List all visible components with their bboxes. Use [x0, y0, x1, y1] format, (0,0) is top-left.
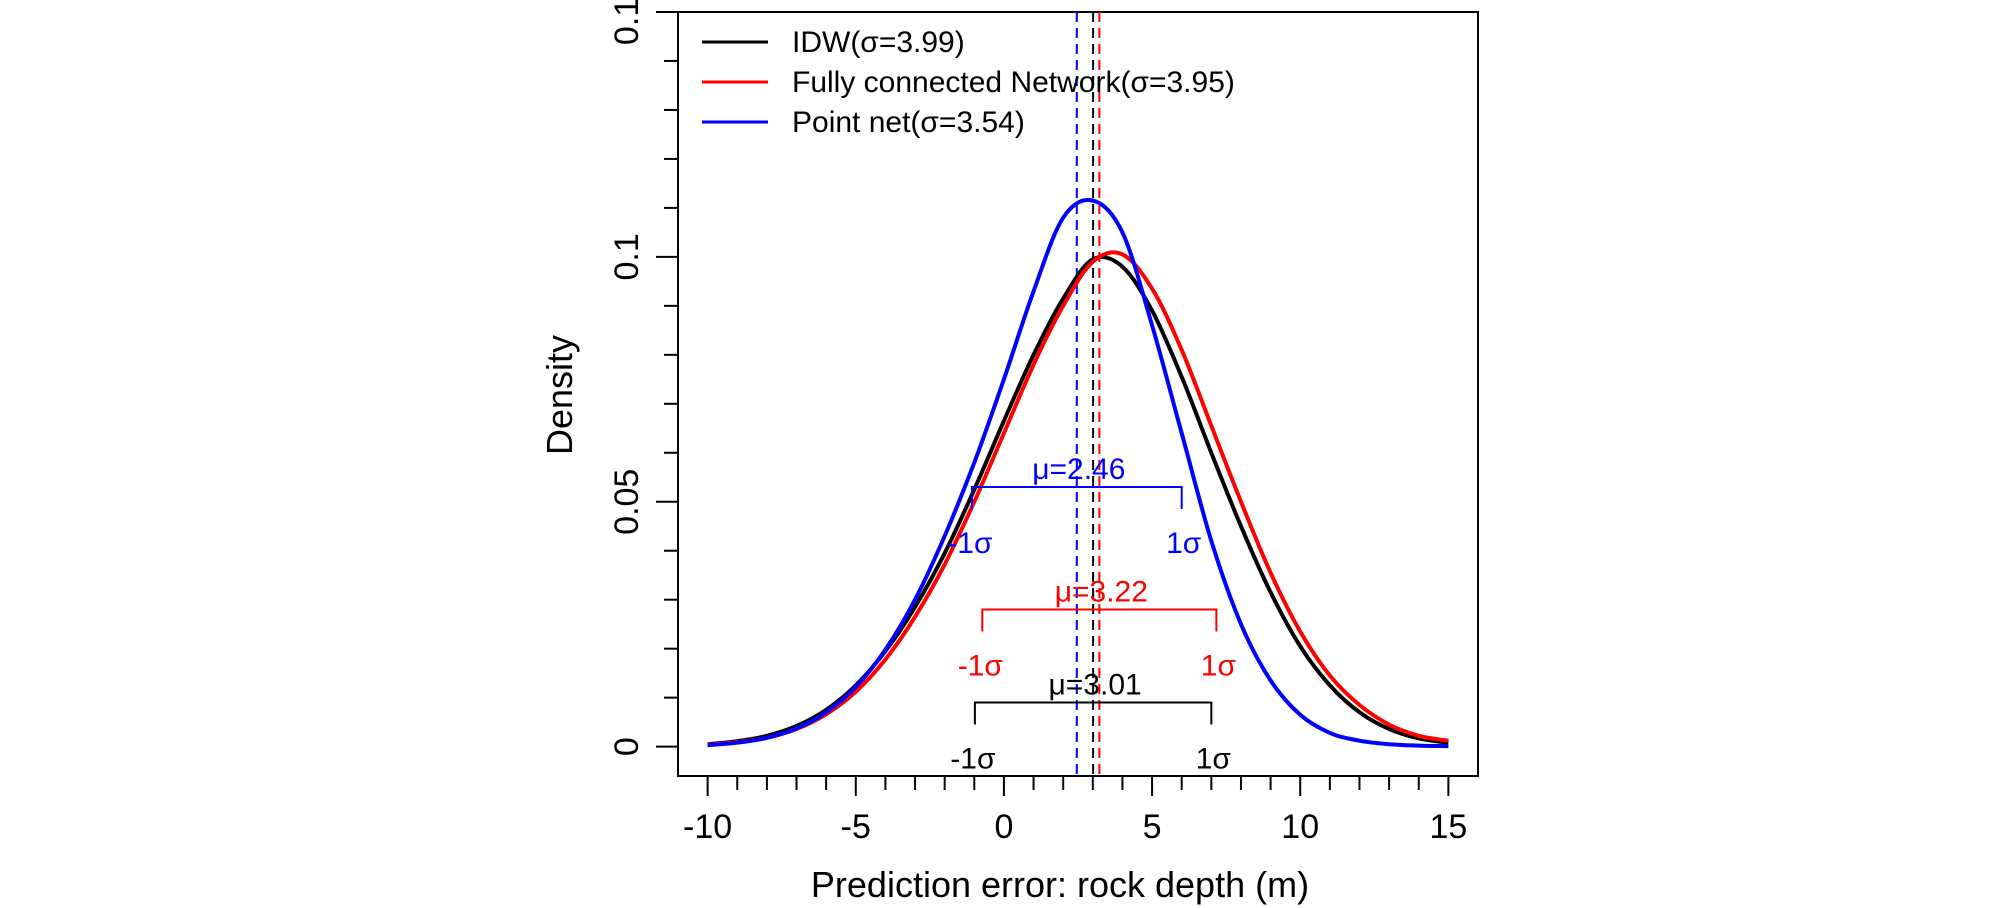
- x-axis-tick-label: 15: [1429, 808, 1467, 846]
- sigma-brackets-layer: μ=3.01 -1σ 1σ μ=3.22 -1σ 1σ μ=2.46 -1σ 1σ: [947, 453, 1236, 775]
- y-axis-tick-label: 0: [608, 737, 646, 756]
- x-axis-tick-label: 0: [994, 808, 1013, 846]
- mean-label: μ=3.22: [1055, 575, 1148, 608]
- minus-sigma-label: -1σ: [950, 743, 996, 776]
- y-axis-tick-label: 0.15: [608, 0, 646, 45]
- x-axis-tick-label: -10: [683, 808, 732, 846]
- plus-sigma-label: 1σ: [1201, 649, 1237, 682]
- x-axis-label: Prediction error: rock depth (m): [811, 864, 1309, 905]
- legend-label: Point net(σ=3.54): [792, 106, 1025, 139]
- y-axis-tick-label: 0.1: [608, 233, 646, 280]
- mean-lines-layer: [1075, 12, 1101, 776]
- plus-sigma-label: 1σ: [1166, 527, 1202, 560]
- sigma-bracket: [970, 486, 1183, 510]
- minus-sigma-label: -1σ: [958, 649, 1004, 682]
- y-axis-tick-label: 0.05: [608, 469, 646, 535]
- minus-sigma-label: -1σ: [947, 527, 993, 560]
- legend-label: IDW(σ=3.99): [792, 26, 965, 59]
- legend: IDW(σ=3.99) Fully connected Network(σ=3.9…: [702, 26, 1235, 139]
- x-axis-tick-label: 5: [1143, 808, 1162, 846]
- plus-sigma-label: 1σ: [1196, 743, 1232, 776]
- sigma-bracket: [981, 608, 1218, 632]
- density-curve: [707, 197, 1449, 749]
- sigma-bracket: [973, 701, 1213, 725]
- y-axis-label: Density: [539, 335, 580, 455]
- axes-layer: -10 -5 0 5 10 15 0 0.05 0.1 0.15: [608, 0, 1479, 846]
- density-curve: [707, 250, 1449, 747]
- x-axis-tick-label: 10: [1281, 808, 1319, 846]
- density-curves-layer: [707, 197, 1449, 749]
- mean-label: μ=3.01: [1049, 669, 1142, 702]
- mean-label: μ=2.46: [1032, 453, 1125, 486]
- legend-label: Fully connected Network(σ=3.95): [792, 66, 1235, 99]
- x-axis-tick-label: -5: [841, 808, 871, 846]
